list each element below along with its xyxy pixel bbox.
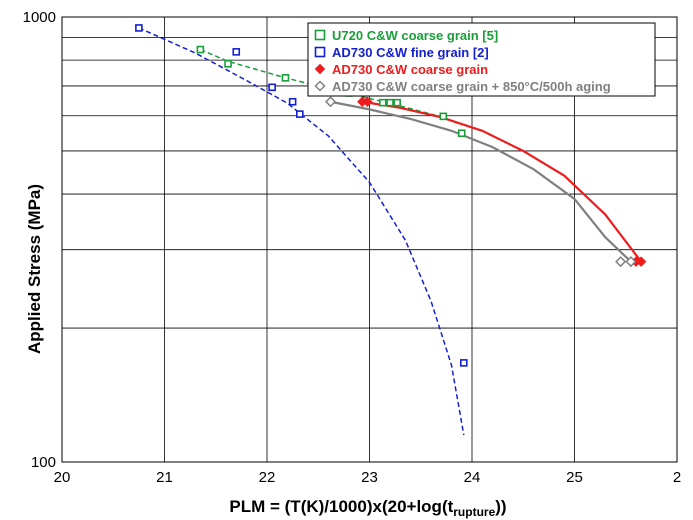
data-point xyxy=(393,98,401,107)
data-point xyxy=(625,256,637,268)
legend-entry-label: AD730 C&W coarse grain + 850°C/500h agin… xyxy=(332,79,611,94)
x-tick-label: 2 xyxy=(673,469,681,486)
data-point xyxy=(439,112,448,121)
series-trend-line xyxy=(330,100,632,263)
legend-box xyxy=(307,22,656,97)
x-tick-label: 23 xyxy=(361,469,378,486)
data-point xyxy=(295,110,304,118)
data-point xyxy=(457,129,466,138)
data-point xyxy=(615,256,627,268)
data-point xyxy=(281,74,290,82)
x-axis-title: PLM = (T(K)/1000)x(20+log(trupture)) xyxy=(229,497,506,519)
legend-entry-label: AD730 C&W fine grain [2] xyxy=(332,45,489,60)
legend: U720 C&W coarse grain [5] AD730 C&W fine … xyxy=(307,22,656,97)
y-tick-label: 1000 xyxy=(23,9,56,26)
data-points xyxy=(135,24,647,367)
legend-entry-label: AD730 C&W coarse grain xyxy=(332,62,488,77)
data-point xyxy=(288,97,297,106)
plot-area xyxy=(61,16,678,463)
x-axis-title-end: )) xyxy=(495,497,506,516)
legend-entry-label: U720 C&W coarse grain [5] xyxy=(332,28,498,43)
legend-marker xyxy=(314,63,326,75)
x-tick-label: 22 xyxy=(259,469,276,486)
data-point xyxy=(379,98,387,107)
series-trend-line xyxy=(362,100,643,263)
x-axis-title-subscript: rupture xyxy=(453,505,495,519)
legend-marker xyxy=(314,46,326,58)
y-axis-title: Applied Stress (MPa) xyxy=(25,184,44,354)
data-point xyxy=(224,59,232,68)
data-point xyxy=(196,45,205,54)
data-point xyxy=(459,359,468,367)
data-point xyxy=(232,48,241,56)
series-trend-line xyxy=(138,27,465,436)
legend-marker xyxy=(314,80,326,92)
x-axis-ticks: 20 21 22 23 24 25 2 xyxy=(54,469,682,486)
data-point xyxy=(386,98,394,107)
x-tick-label: 24 xyxy=(464,469,481,486)
data-point xyxy=(362,96,373,107)
data-point xyxy=(268,83,276,92)
y-axis-ticks: 1000 100 xyxy=(23,9,56,471)
data-point xyxy=(135,24,143,32)
y-tick-label: 100 xyxy=(31,454,56,471)
x-tick-label: 20 xyxy=(54,469,71,486)
x-tick-label: 25 xyxy=(566,469,583,486)
x-tick-label: 21 xyxy=(156,469,173,486)
legend-marker xyxy=(314,29,326,41)
x-axis-title-main: PLM = (T(K)/1000)x(20+log(t xyxy=(229,497,453,516)
data-point xyxy=(635,256,647,267)
data-point xyxy=(324,96,337,108)
